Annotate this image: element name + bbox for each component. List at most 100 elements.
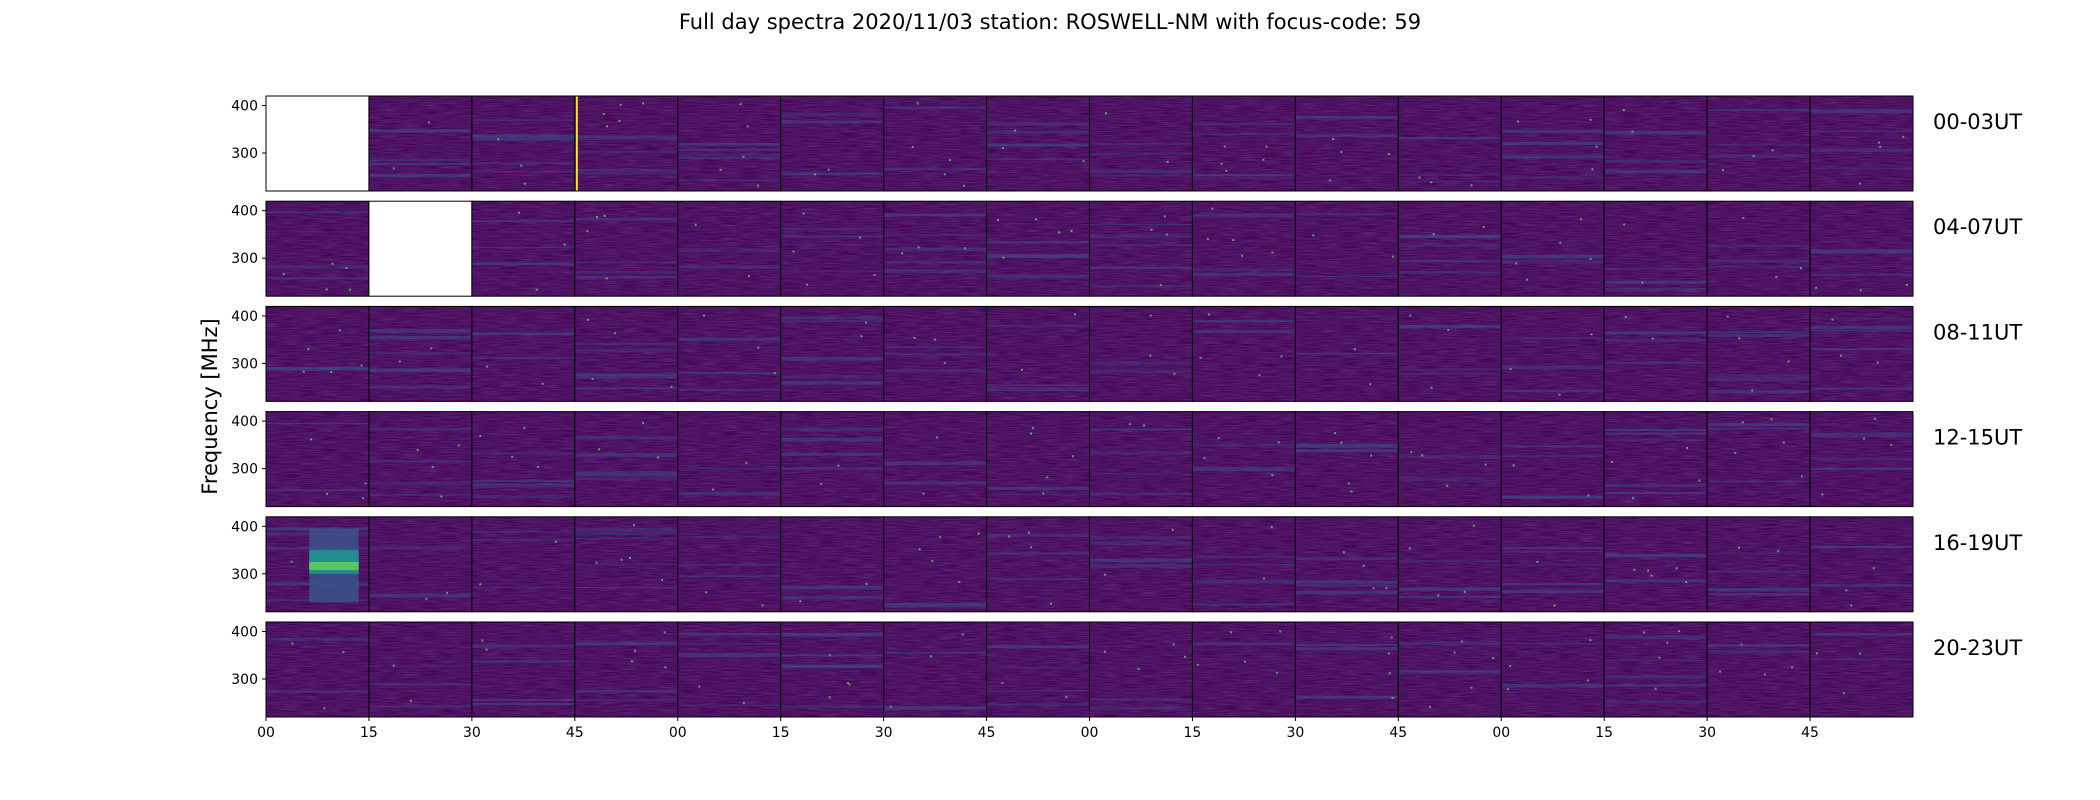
x-tick-label: 30	[875, 725, 893, 741]
spectrogram-panel	[883, 200, 988, 297]
spectrogram-panel	[1500, 305, 1605, 402]
spectrogram-panel	[1809, 621, 1914, 718]
spectrogram-panel	[1294, 95, 1399, 192]
spectrogram-panel	[986, 411, 1090, 508]
spectrogram-panel	[368, 95, 473, 192]
x-tick-label: 00	[1492, 725, 1510, 741]
spectrogram-panel	[1706, 200, 1811, 297]
spectrogram-panel	[1500, 200, 1605, 297]
spectrogram-panel	[1191, 516, 1296, 613]
spectrogram-panel	[1191, 621, 1296, 718]
spectrogram-panel	[1603, 411, 1708, 508]
y-tick-label: 300	[231, 356, 258, 372]
y-tick-label: 400	[231, 99, 258, 115]
y-tick-label: 300	[231, 251, 258, 267]
spectrogram-panel	[986, 200, 1090, 297]
x-tick-label: 15	[772, 725, 790, 741]
spectrogram-panel	[1294, 516, 1399, 613]
y-tick-label: 300	[231, 672, 258, 688]
spectrogram-panel	[1603, 95, 1708, 192]
x-tick-label: 00	[1081, 725, 1099, 741]
spectrogram-panel	[574, 516, 679, 613]
panels-layer	[265, 95, 1914, 718]
x-tick-label: 15	[1595, 725, 1613, 741]
spectrogram-panel	[471, 200, 576, 297]
chart-title: Full day spectra 2020/11/03 station: ROS…	[678, 10, 1422, 34]
spectrogram-panel	[1809, 200, 1914, 297]
spectrogram-panel	[471, 516, 576, 613]
spectrogram-panel	[1089, 411, 1193, 508]
spectrogram-panel	[883, 411, 988, 508]
x-tick-label: 00	[669, 725, 687, 741]
spectrogram-panel	[1809, 95, 1914, 192]
x-tick-label: 15	[1184, 725, 1202, 741]
x-tick-label: 30	[1698, 725, 1716, 741]
spectrogram-panel	[1603, 200, 1708, 297]
spectrogram-panel	[780, 305, 885, 402]
spectrogram-panel	[986, 621, 1090, 718]
spectrogram-panel	[986, 305, 1090, 402]
x-tick-label: 45	[566, 725, 584, 741]
spectrogram-panel	[1603, 305, 1708, 402]
spectrogram-panel	[1397, 411, 1502, 508]
spectrogram-panel	[677, 411, 782, 508]
spectrogram-panel	[1294, 621, 1399, 718]
spectrogram-panel	[574, 411, 679, 508]
spectrogram-panel	[1603, 516, 1708, 613]
spectrogram-panel	[1294, 200, 1399, 297]
spectrogram-panel	[471, 621, 576, 718]
x-tick-label: 15	[360, 725, 378, 741]
spectrogram-panel	[780, 200, 885, 297]
spectrogram-panel	[780, 516, 885, 613]
spectrogram-panel	[265, 305, 370, 402]
y-axis-label: Frequency [MHz]	[198, 318, 222, 494]
spectrogram-panel	[1500, 516, 1605, 613]
spectrogram-panel	[1397, 621, 1502, 718]
spectrogram-panel	[574, 200, 679, 297]
spectrogram-panel	[1089, 200, 1193, 297]
spectrogram-panel	[1294, 411, 1399, 508]
spectrogram-panel	[471, 305, 576, 402]
spectrogram-panel	[1706, 411, 1811, 508]
spectrogram-panel	[677, 305, 782, 402]
spectrogram-panel	[1500, 411, 1605, 508]
spectrogram-panel	[1397, 516, 1502, 613]
spectrogram-panel	[1809, 411, 1914, 508]
row-label: 12-15UT	[1933, 426, 2022, 450]
spectrogram-panel	[780, 411, 885, 508]
y-tick-label: 400	[231, 414, 258, 430]
spectrogram-panel	[1500, 95, 1605, 192]
spectrogram-panel	[574, 621, 679, 718]
spectrogram-panel	[1706, 621, 1811, 718]
spectrogram-panel	[986, 516, 1090, 613]
row-label: 16-19UT	[1933, 531, 2022, 555]
y-tick-label: 400	[231, 204, 258, 220]
spectrogram-panel	[986, 95, 1090, 192]
spectrogram-panel	[265, 200, 370, 297]
spectrogram-panel	[368, 621, 473, 718]
spectrogram-panel	[883, 516, 988, 613]
spectrogram-panel	[368, 305, 473, 402]
spectrogram-panel	[471, 411, 576, 508]
y-tick-label: 300	[231, 146, 258, 162]
y-tick-label: 400	[231, 519, 258, 535]
spectrogram-panel	[1809, 516, 1914, 613]
spectrogram-panel	[265, 411, 370, 508]
spectrogram-panel	[368, 516, 473, 613]
spectrogram-panel	[1603, 621, 1708, 718]
x-tick-label: 30	[463, 725, 481, 741]
x-tick-label: 00	[257, 725, 275, 741]
spectrogram-panel	[780, 621, 885, 718]
spectrogram-panel	[780, 95, 885, 192]
spectrogram-panel	[1089, 516, 1193, 613]
spectrogram-panel	[1397, 305, 1502, 402]
spectrogram-panel	[1191, 305, 1296, 402]
spectrogram-panel	[1294, 305, 1399, 402]
spectrogram-panel	[1089, 95, 1193, 192]
spectrogram-panel	[1397, 95, 1502, 192]
row-label: 20-23UT	[1933, 636, 2022, 660]
spectrogram-panel	[574, 305, 679, 402]
spectrogram-panel	[1397, 200, 1502, 297]
spectrogram-panel	[1706, 95, 1811, 192]
